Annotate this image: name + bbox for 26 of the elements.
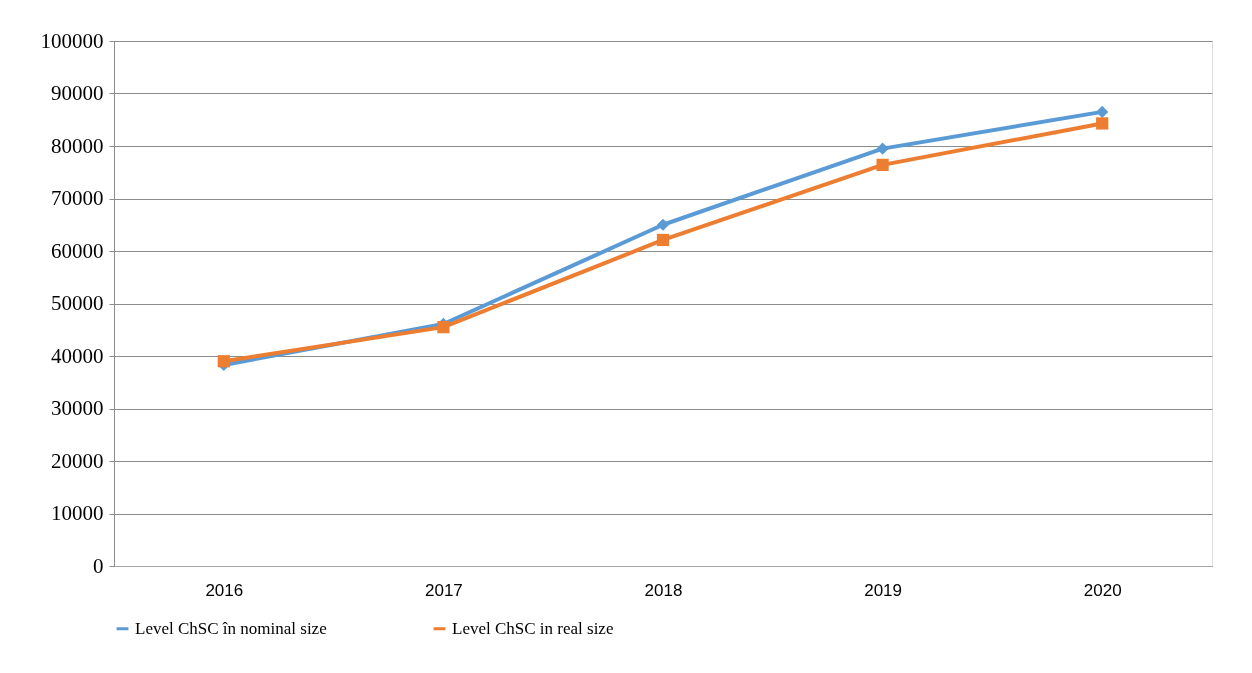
point: [1096, 105, 1109, 118]
y-tick-label: 30000: [51, 396, 104, 420]
point: [876, 158, 889, 172]
x-tick-label: 2018: [644, 580, 683, 600]
legend-label: Level ChSC în nominal size: [135, 618, 327, 638]
y-tick-label: 80000: [51, 133, 104, 158]
point: [437, 321, 450, 334]
y-tick-label: 70000: [51, 186, 104, 210]
x-tick-label: 2017: [424, 580, 463, 600]
x-tick-label: 2020: [1083, 580, 1122, 600]
y-tick-label: 50000: [51, 291, 104, 315]
point: [656, 218, 670, 231]
point: [876, 142, 889, 155]
y-tick-label: 0: [93, 553, 104, 578]
point: [656, 233, 670, 247]
y-tick-label: 40000: [51, 343, 104, 368]
y-tick-label: 100000: [40, 28, 104, 53]
point: [1096, 117, 1109, 130]
legend-label: Level ChSC in real size: [452, 618, 614, 638]
y-tick-label: 90000: [51, 81, 104, 105]
y-tick-label: 20000: [51, 448, 104, 473]
y-tick-label: 60000: [51, 238, 104, 263]
x-tick-label: 2016: [205, 580, 244, 600]
y-tick-label: 10000: [51, 501, 104, 525]
point: [217, 355, 230, 368]
x-tick-label: 2019: [864, 580, 903, 600]
